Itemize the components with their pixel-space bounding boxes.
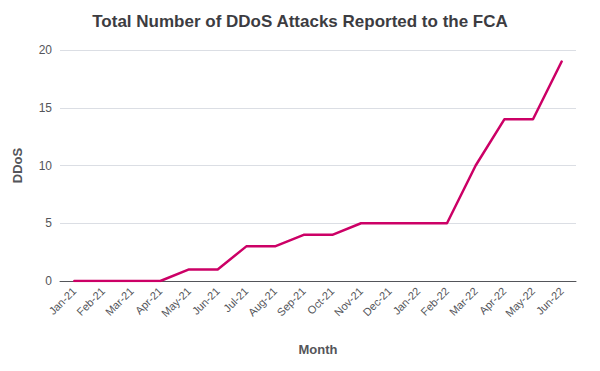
svg-text:Total Number of DDoS Attacks R: Total Number of DDoS Attacks Reported to… <box>92 12 508 31</box>
svg-text:20: 20 <box>39 43 53 57</box>
svg-text:Jun-21: Jun-21 <box>190 285 222 317</box>
svg-text:May-22: May-22 <box>503 285 537 319</box>
svg-text:Sep-21: Sep-21 <box>274 285 308 319</box>
svg-text:DDoS: DDoS <box>10 147 25 183</box>
svg-text:Feb-22: Feb-22 <box>418 285 451 318</box>
svg-text:Apr-22: Apr-22 <box>476 284 509 317</box>
svg-text:Jul-21: Jul-21 <box>220 284 251 315</box>
svg-text:Mar-21: Mar-21 <box>103 285 136 318</box>
svg-text:Oct-21: Oct-21 <box>305 285 337 317</box>
svg-text:May-21: May-21 <box>159 285 193 319</box>
svg-text:Feb-21: Feb-21 <box>74 285 107 318</box>
svg-text:Aug-21: Aug-21 <box>246 285 280 319</box>
svg-text:Apr-21: Apr-21 <box>132 284 165 317</box>
svg-text:Dec-21: Dec-21 <box>360 285 394 319</box>
svg-text:Jan-22: Jan-22 <box>390 285 422 317</box>
svg-text:Jun-22: Jun-22 <box>534 285 566 317</box>
svg-text:Jan-21: Jan-21 <box>46 285 78 317</box>
svg-text:10: 10 <box>39 159 53 173</box>
svg-text:Month: Month <box>299 342 338 357</box>
svg-text:Nov-21: Nov-21 <box>332 285 366 319</box>
svg-text:0: 0 <box>45 274 52 288</box>
svg-text:5: 5 <box>45 216 52 230</box>
svg-text:15: 15 <box>39 101 53 115</box>
svg-text:Mar-22: Mar-22 <box>447 285 480 318</box>
